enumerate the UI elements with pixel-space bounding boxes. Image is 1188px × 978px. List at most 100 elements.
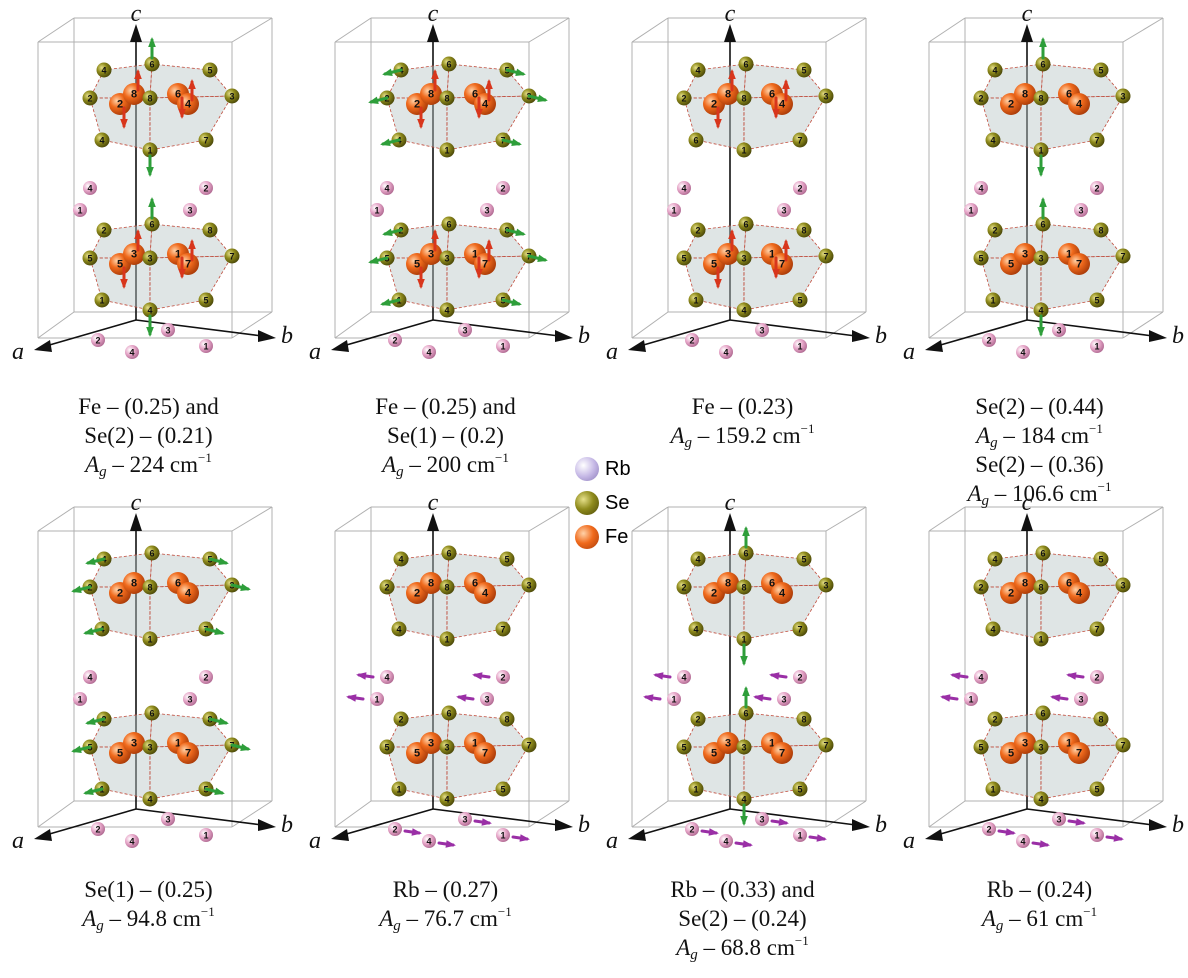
se-atom	[1093, 62, 1109, 78]
rb-atom	[677, 670, 691, 684]
arrow-head	[148, 37, 156, 48]
se-atom	[690, 222, 706, 238]
fe-atom	[771, 742, 793, 764]
tetrahedron-face	[149, 584, 233, 640]
axis-label-c: c	[725, 1, 736, 27]
mode-caption: Fe – (0.25) and Se(2) – (0.21) Ag – 224 cm…	[10, 392, 287, 480]
tetrahedron-face	[743, 255, 827, 311]
displacement-arrow	[475, 96, 483, 119]
displacement-arrow	[134, 69, 142, 92]
se-atom	[1089, 132, 1105, 148]
arrow-head	[1037, 166, 1045, 177]
cell-edge	[631, 17, 669, 43]
displacement-arrow	[230, 583, 251, 592]
mode-caption: Se(1) – (0.25) Ag – 94.8 cm−1	[10, 875, 287, 934]
atom-label: 1	[396, 785, 401, 795]
atom-label: 8	[1098, 226, 1103, 236]
rb-atom	[1090, 181, 1104, 195]
axis-label-a: a	[309, 828, 321, 854]
atom-label: 4	[1076, 99, 1083, 111]
atom-label: 8	[741, 583, 746, 593]
atom-legend: Rb Se Fe	[575, 452, 631, 554]
atom-label: 6	[446, 220, 451, 230]
legend-label: Rb	[605, 457, 631, 480]
arrow-head	[515, 68, 526, 77]
atom-label: 3	[1078, 206, 1083, 216]
atom-label: 8	[147, 94, 152, 104]
atom-label: 6	[1040, 60, 1045, 70]
se-atom	[1093, 551, 1109, 567]
se-atom	[973, 579, 989, 595]
displacement-arrow	[380, 298, 401, 307]
rb-atom	[667, 203, 681, 217]
atom-label: 4	[396, 625, 401, 635]
displacement-arrow	[472, 672, 491, 680]
atom-label: 2	[986, 825, 991, 835]
rb-atom	[388, 822, 402, 836]
atom-label: 4	[426, 348, 431, 358]
atom-label: 3	[165, 326, 170, 336]
se-atom	[94, 292, 110, 308]
atom-label: 6	[743, 60, 748, 70]
se-atom	[985, 292, 1001, 308]
se-atom	[439, 579, 455, 595]
se-atom	[1033, 791, 1049, 807]
se-atom	[224, 248, 240, 264]
atom-label: 4	[693, 625, 698, 635]
atom-label: 8	[147, 583, 152, 593]
atom-label: 4	[129, 837, 134, 847]
a-axis	[639, 319, 731, 347]
cell-edge	[928, 311, 966, 339]
atom-label: 6	[769, 578, 775, 590]
caption-line: Ag – 224 cm−1	[85, 450, 212, 480]
se-atom	[973, 250, 989, 266]
fe-atom	[420, 572, 442, 594]
atom-label: 1	[77, 695, 82, 705]
caption-line: Se(2) – (0.44)	[975, 394, 1104, 419]
displacement-arrow	[437, 840, 456, 848]
displacement-arrow	[431, 229, 439, 252]
rb-atom	[83, 181, 97, 195]
se-atom	[1115, 577, 1131, 593]
a-axis-arrowhead	[34, 829, 52, 841]
se-atom	[987, 62, 1003, 78]
arrow-head	[537, 254, 548, 263]
se-atom	[985, 132, 1001, 148]
atom-label: 1	[374, 695, 379, 705]
atom-label: 8	[1098, 715, 1103, 725]
displacement-arrow	[740, 803, 748, 826]
tetrahedron-face	[743, 712, 827, 748]
displacement-arrow	[734, 840, 753, 848]
displacement-arrow	[178, 96, 186, 119]
displacement-arrow	[769, 672, 788, 680]
atom-label: 1	[444, 635, 449, 645]
a-axis	[936, 808, 1028, 836]
atom-label: 8	[1038, 583, 1043, 593]
arrow-head	[456, 694, 467, 702]
arrow-head	[134, 229, 142, 240]
atom-label: 8	[725, 578, 731, 590]
se-atom	[736, 302, 752, 318]
displacement-arrow	[120, 106, 128, 129]
displacement-arrow	[511, 834, 530, 842]
atom-label: 5	[801, 555, 806, 565]
rb-atom	[480, 692, 494, 706]
displacement-arrow	[485, 79, 493, 102]
rb-atom	[1016, 345, 1030, 359]
rb-atom	[199, 828, 213, 842]
displacement-arrow	[120, 266, 128, 289]
displacement-arrow	[643, 694, 662, 702]
arrow-head	[537, 94, 548, 103]
displacement-arrow	[146, 154, 154, 177]
displacement-arrow	[1037, 154, 1045, 177]
cell-edge	[1122, 506, 1164, 532]
arrow-head	[519, 834, 530, 842]
legend-label: Fe	[605, 525, 629, 548]
atom-label: 1	[99, 296, 104, 306]
rb-atom	[380, 181, 394, 195]
mode-caption: Rb – (0.24) Ag – 61 cm−1	[901, 875, 1178, 934]
crystal-axes: c b a	[309, 490, 590, 854]
atom-label: 4	[444, 306, 449, 316]
axis-label-c: c	[1022, 490, 1033, 516]
fe-atom	[177, 742, 199, 764]
